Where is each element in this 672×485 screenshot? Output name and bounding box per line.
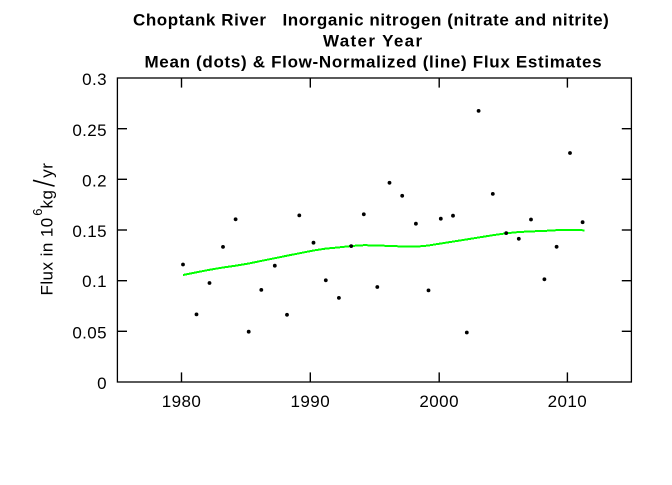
svg-text:kg: kg [37, 190, 56, 209]
svg-text:2000: 2000 [419, 392, 459, 411]
svg-text:0.3: 0.3 [82, 70, 107, 89]
svg-text:0.2: 0.2 [82, 172, 107, 191]
svg-text:Mean (dots) & Flow-Normalized: Mean (dots) & Flow-Normalized (line) Flu… [144, 52, 602, 71]
svg-text:0.05: 0.05 [72, 324, 107, 343]
svg-text:Water Year: Water Year [323, 31, 423, 50]
svg-text:0.15: 0.15 [72, 222, 107, 241]
svg-text:Flux in 10: Flux in 10 [37, 217, 56, 295]
svg-text:0: 0 [97, 374, 107, 393]
svg-text:Choptank River Inorganic nit: Choptank River Inorganic nitrogen (nitra… [133, 10, 609, 29]
svg-text:2010: 2010 [548, 392, 588, 411]
svg-text:1980: 1980 [162, 392, 202, 411]
svg-text:yr: yr [37, 163, 56, 178]
svg-text:6: 6 [30, 208, 45, 215]
svg-text:0.1: 0.1 [82, 272, 107, 291]
svg-text:1990: 1990 [290, 392, 330, 411]
svg-text:0.25: 0.25 [72, 121, 107, 140]
